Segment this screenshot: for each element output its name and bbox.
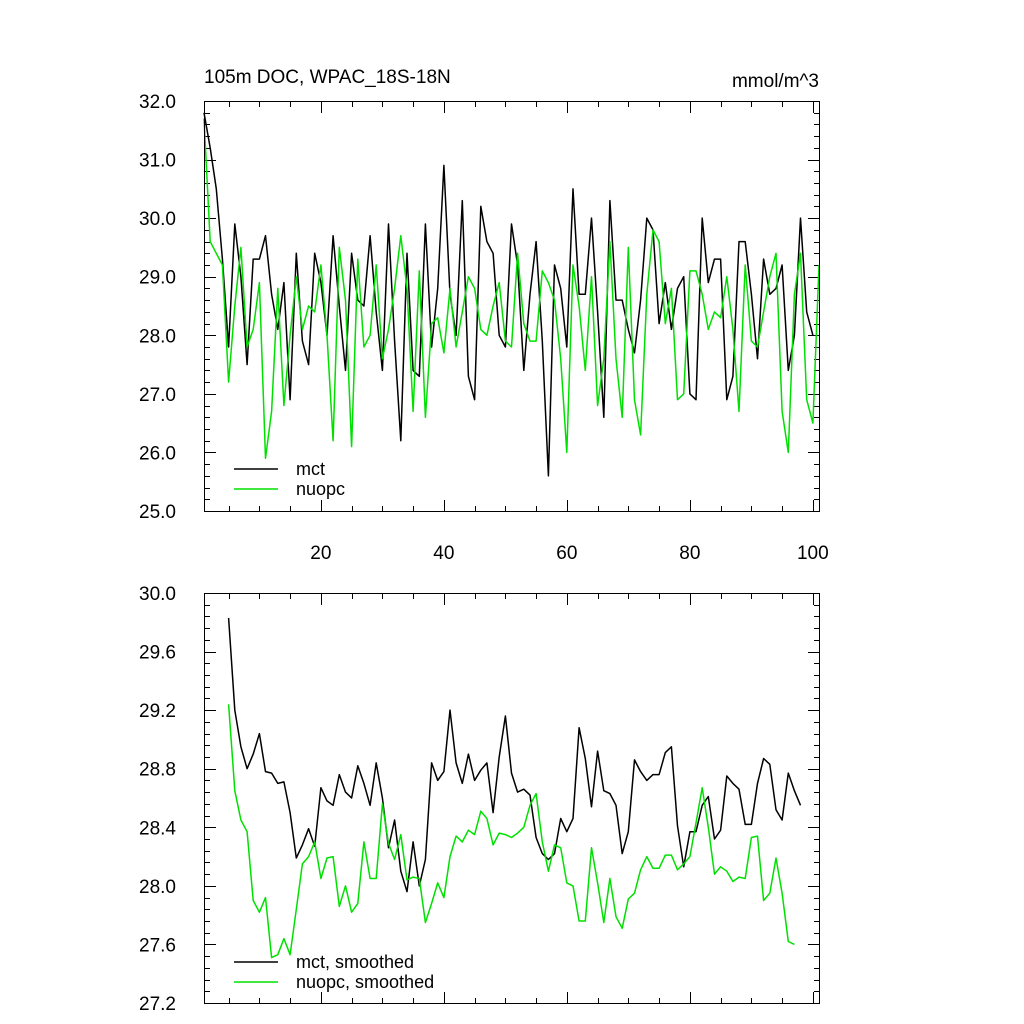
top-y-tick-labels: 25.0 26.0 27.0 28.0 29.0 30.0 31.0 32.0 <box>139 92 176 523</box>
units-label: mmol/m^3 <box>732 71 819 92</box>
y-tick-label: 31.0 <box>139 151 176 172</box>
top-axis-ticks <box>204 101 820 512</box>
bottom-legend: mct, smoothed nuopc, smoothed <box>234 952 434 992</box>
y-tick-label: 28.0 <box>139 877 176 898</box>
series-line-mct-smoothed <box>227 617 802 893</box>
y-tick-label: 27.0 <box>139 385 176 406</box>
x-tick-label: 60 <box>556 543 577 564</box>
y-tick-label: 30.0 <box>139 209 176 230</box>
series-line-mct <box>203 112 814 477</box>
x-tick-label: 100 <box>797 543 829 564</box>
series-line-nuopc <box>203 118 820 460</box>
top-x-tick-labels: 20 40 60 80 100 <box>310 543 828 564</box>
top-legend: mct nuopc <box>234 459 345 499</box>
y-tick-label: 29.0 <box>139 268 176 289</box>
y-tick-label: 28.8 <box>139 760 176 781</box>
y-tick-label: 32.0 <box>139 92 176 113</box>
top-plot-frame <box>204 101 820 512</box>
legend-label-nuopc: nuopc <box>296 479 345 499</box>
series-line-nuopc-smoothed <box>227 704 795 959</box>
legend-label-nuopc-smoothed: nuopc, smoothed <box>296 972 434 992</box>
y-tick-label: 30.0 <box>139 584 176 605</box>
bottom-plot-frame <box>204 593 820 1004</box>
y-tick-label: 27.6 <box>139 935 176 956</box>
y-tick-label: 27.2 <box>139 994 176 1015</box>
x-tick-label: 80 <box>679 543 700 564</box>
y-tick-label: 29.2 <box>139 701 176 722</box>
chart-title: 105m DOC, WPAC_18S-18N <box>204 67 451 88</box>
y-tick-label: 28.4 <box>139 818 176 839</box>
y-tick-label: 26.0 <box>139 443 176 464</box>
x-tick-label: 40 <box>433 543 454 564</box>
top-panel: 105m DOC, WPAC_18S-18N mmol/m^3 25.0 26.0… <box>139 67 829 564</box>
bottom-axis-ticks <box>204 593 820 1004</box>
y-tick-label: 29.6 <box>139 643 176 664</box>
bottom-y-tick-labels: 27.2 27.6 28.0 28.4 28.8 29.2 29.6 30.0 <box>139 584 176 1015</box>
bottom-panel: 27.2 27.6 28.0 28.4 28.8 29.2 29.6 30.0 mct, sm… <box>139 584 820 1015</box>
x-tick-label: 20 <box>310 543 331 564</box>
top-series-lines <box>203 112 820 477</box>
legend-label-mct-smoothed: mct, smoothed <box>296 952 414 972</box>
legend-label-mct: mct <box>296 459 325 479</box>
y-tick-label: 28.0 <box>139 326 176 347</box>
y-tick-label: 25.0 <box>139 502 176 523</box>
bottom-series-lines <box>227 617 802 959</box>
